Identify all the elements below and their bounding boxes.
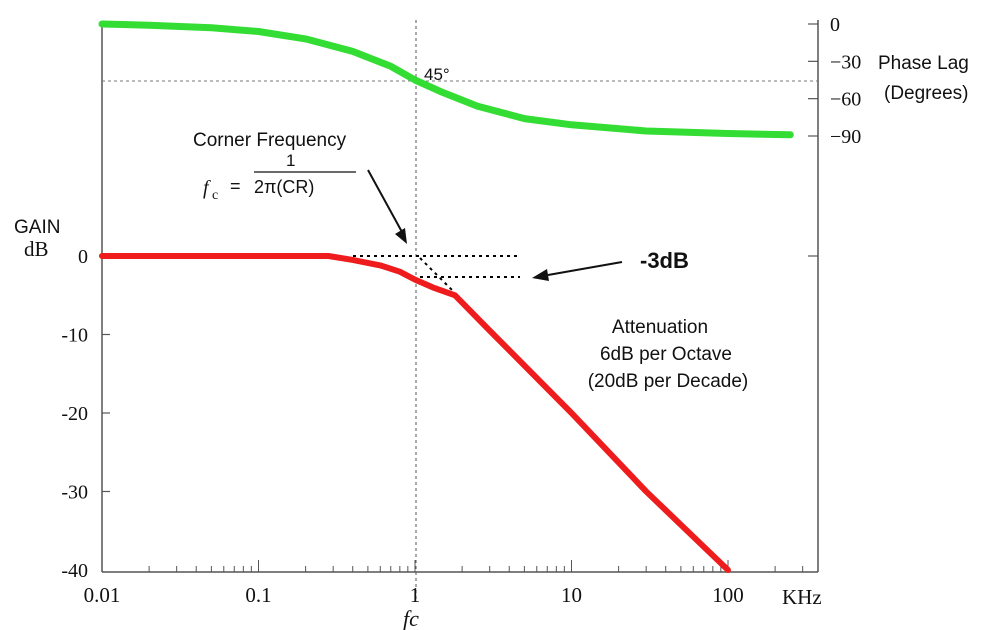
phase-tick-label: −60 <box>830 89 861 111</box>
x-unit-label: KHz <box>782 585 822 609</box>
minus3db-arrow-head <box>532 269 549 281</box>
phase-tick-label: −90 <box>830 126 861 148</box>
attenuation-line3: (20dB per Decade) <box>588 371 749 392</box>
phase-tick-label: 0 <box>830 14 840 36</box>
gain-tick-label: -10 <box>61 325 88 347</box>
corner-arrow-head <box>395 228 407 244</box>
gain-tick-label: -40 <box>61 560 88 582</box>
x-tick-label: 0.01 <box>84 583 121 607</box>
x-tick-label: 1 <box>410 583 421 607</box>
minus3db-arrow-shaft <box>547 261 623 276</box>
asymptote-dotted <box>419 257 453 291</box>
phase-tick-label: −30 <box>830 51 861 73</box>
formula-lhs-sub: c <box>212 188 218 203</box>
gain-label-line1: GAIN <box>14 217 60 238</box>
gain-label-line2: dB <box>24 237 49 261</box>
gain-tick-label: -20 <box>61 403 88 425</box>
phase-label-line1: Phase Lag <box>878 53 969 74</box>
corner-arrow-shaft <box>367 169 403 233</box>
phase-curve <box>98 20 794 139</box>
gain-tick-label: 0 <box>78 246 88 268</box>
formula-lhs: f <box>203 177 211 199</box>
minus3db-label: -3dB <box>640 248 689 273</box>
attenuation-line1: Attenuation <box>612 317 708 338</box>
phase-label-line2: (Degrees) <box>884 83 968 104</box>
x-tick-label: 10 <box>561 583 582 607</box>
x-tick-label: 0.1 <box>245 583 271 607</box>
attenuation-line2: 6dB per Octave <box>600 344 732 365</box>
x-tick-label: 100 <box>712 583 744 607</box>
formula-numerator: 1 <box>286 151 295 170</box>
gain-tick-label: -30 <box>61 482 88 504</box>
gain-curve <box>99 253 731 573</box>
corner-frequency-title: Corner Frequency <box>193 130 347 151</box>
formula-equals: = <box>230 176 241 196</box>
formula-denominator: 2π(CR) <box>254 177 314 197</box>
phase-45-label: 45° <box>424 65 450 84</box>
fc-marker-label: fc <box>403 606 419 630</box>
